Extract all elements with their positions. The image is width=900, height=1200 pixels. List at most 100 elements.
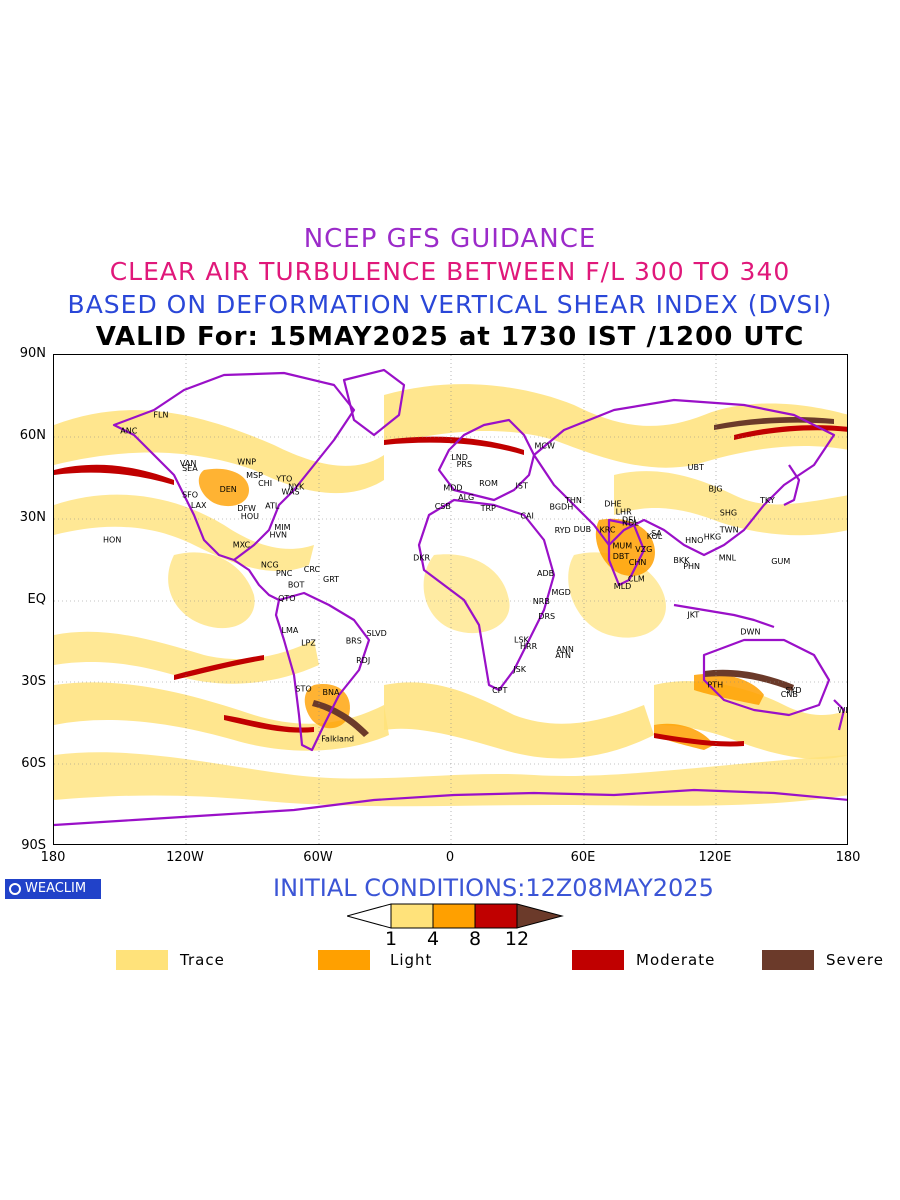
city-label-ncg: NCG <box>261 561 279 570</box>
city-label-nyk: NYK <box>288 483 305 492</box>
legend-swatch-light <box>318 950 370 970</box>
city-label-mnl: MNL <box>719 554 737 563</box>
lon-label-0: 0 <box>445 850 455 865</box>
lon-label-60e: 60E <box>570 850 596 865</box>
city-label-thn: THN <box>564 496 582 505</box>
title-line-1: NCEP GFS GUIDANCE <box>303 224 597 254</box>
city-label-ist: IST <box>516 482 528 491</box>
city-label-mgd: MGD <box>552 588 571 597</box>
turbulence-map: ANC FLN VAN SEA SFO LAX WNP MSP DEN CHI YTO NYK WAS A… <box>53 354 848 845</box>
map-graticule <box>54 355 847 844</box>
central-america-outline <box>233 559 280 601</box>
city-label-wlt: WLT <box>838 706 849 715</box>
city-label-msp: MSP <box>246 471 263 480</box>
city-label-shg: SHG <box>720 508 737 517</box>
city-label-twn: TWN <box>719 525 739 534</box>
city-label-mim: MIM <box>274 523 290 532</box>
city-label-atn: ATN <box>555 651 571 660</box>
colorbar-tick-12: 12 <box>504 928 530 950</box>
city-label-dhe: DHE <box>604 499 621 508</box>
lat-label-30s: 30S <box>21 674 46 689</box>
city-label-rdj: RDJ <box>356 656 370 665</box>
city-label-vzg: VZG <box>635 545 652 554</box>
city-label-lma: LMA <box>282 626 299 635</box>
city-label-mcw: MCW <box>535 441 555 450</box>
city-label-hkg: HKG <box>704 533 721 542</box>
city-label-sea: SEA <box>182 464 198 473</box>
city-label-dfw: DFW <box>237 504 256 513</box>
city-label-gum: GUM <box>771 557 790 566</box>
title-line-2: CLEAR AIR TURBULENCE BETWEEN F/L 300 TO … <box>109 257 791 286</box>
city-label-mld: MLD <box>614 582 632 591</box>
asia-outline <box>532 398 836 557</box>
city-label-atl: ATL <box>265 502 280 511</box>
lon-label-180e: 180 <box>835 850 861 865</box>
legend-label-trace: Trace <box>180 951 225 969</box>
weaclim-logo: WEACLIM <box>5 879 101 899</box>
city-label-ann: ANN <box>556 645 573 654</box>
city-label-trp: TRP <box>480 504 496 513</box>
city-label-cai: CAI <box>520 512 533 521</box>
city-label-mdd: MDD <box>443 483 462 492</box>
lat-label-eq: EQ <box>27 592 46 607</box>
legend-swatch-severe <box>762 950 814 970</box>
city-label-yto: YTO <box>275 474 292 483</box>
city-label-sa: SA <box>651 529 662 538</box>
city-label-drs: DRS <box>538 612 555 621</box>
city-label-mxc: MXC <box>233 541 251 550</box>
map-canvas: ANCFLNVANSEASFOLAXWNPMSPDENCHIYTONYKWASA… <box>54 355 849 844</box>
city-label-prs: PRS <box>457 460 472 469</box>
city-label-ryd: RYD <box>555 526 571 535</box>
city-label-bna: BNA <box>323 688 340 697</box>
city-label-hon: HON <box>103 535 121 544</box>
colorbar-moderate <box>474 903 518 929</box>
colorbar-tick-4: 4 <box>426 928 440 950</box>
city-label-del: DEL <box>622 516 638 525</box>
lon-label-120e: 120E <box>698 850 732 865</box>
legend-label-light: Light <box>390 951 433 969</box>
city-label-csb: CSB <box>435 502 451 511</box>
city-label-bgdh: BGDH <box>550 503 574 512</box>
japan-outline <box>783 464 801 506</box>
city-label-rom: ROM <box>479 479 498 488</box>
australia-outline <box>702 638 831 717</box>
initial-conditions: INITIAL CONDITIONS:12Z08MAY2025 <box>273 874 714 902</box>
city-label-phn: PHN <box>683 562 700 571</box>
city-label-hvn: HVN <box>270 531 287 540</box>
logo-text: WEACLIM <box>25 881 87 896</box>
colorbar-trace <box>390 903 434 929</box>
city-label-qto: QTO <box>278 594 295 603</box>
city-label-lpz: LPZ <box>301 639 316 648</box>
colorbar-below-1 <box>347 903 392 929</box>
city-label-mum: MUM <box>613 541 633 550</box>
lon-label-120w: 120W <box>166 850 204 865</box>
lon-label-180w: 180 <box>40 850 66 865</box>
city-label-anc: ANC <box>120 427 137 436</box>
city-label-bkk: BKK <box>673 556 690 565</box>
lat-label-30n: 30N <box>19 510 46 525</box>
colorbar-tick-1: 1 <box>384 928 398 950</box>
city-label-hrr: HRR <box>520 642 538 651</box>
city-label-van: VAN <box>180 459 196 468</box>
colorbar-tick-8: 8 <box>468 928 482 950</box>
legend-swatch-trace <box>116 950 168 970</box>
city-label-pnc: PNC <box>276 569 293 578</box>
city-labels: ANCFLNVANSEASFOLAXWNPMSPDENCHIYTONYKWASA… <box>103 411 849 744</box>
city-label-crc: CRC <box>304 565 321 574</box>
city-label-den: DEN <box>220 485 237 494</box>
turbulence-colorbar <box>347 903 564 929</box>
city-label-brs: BRS <box>346 637 362 646</box>
lat-label-90s: 90S <box>21 838 46 853</box>
city-label-wnp: WNP <box>237 457 256 466</box>
lat-label-90n: 90N <box>19 346 46 361</box>
city-label-lnd: LND <box>451 453 468 462</box>
india-outline <box>607 518 646 587</box>
north-america-outline <box>112 371 356 562</box>
city-label-chn: CHN <box>629 558 647 567</box>
colorbar-light <box>432 903 476 929</box>
city-label-pth: PTH <box>707 681 723 690</box>
south-america-outline <box>274 591 371 752</box>
city-label-grt: GRT <box>323 575 339 584</box>
greenland-outline <box>342 368 406 437</box>
city-label-hou: HOU <box>241 512 259 521</box>
